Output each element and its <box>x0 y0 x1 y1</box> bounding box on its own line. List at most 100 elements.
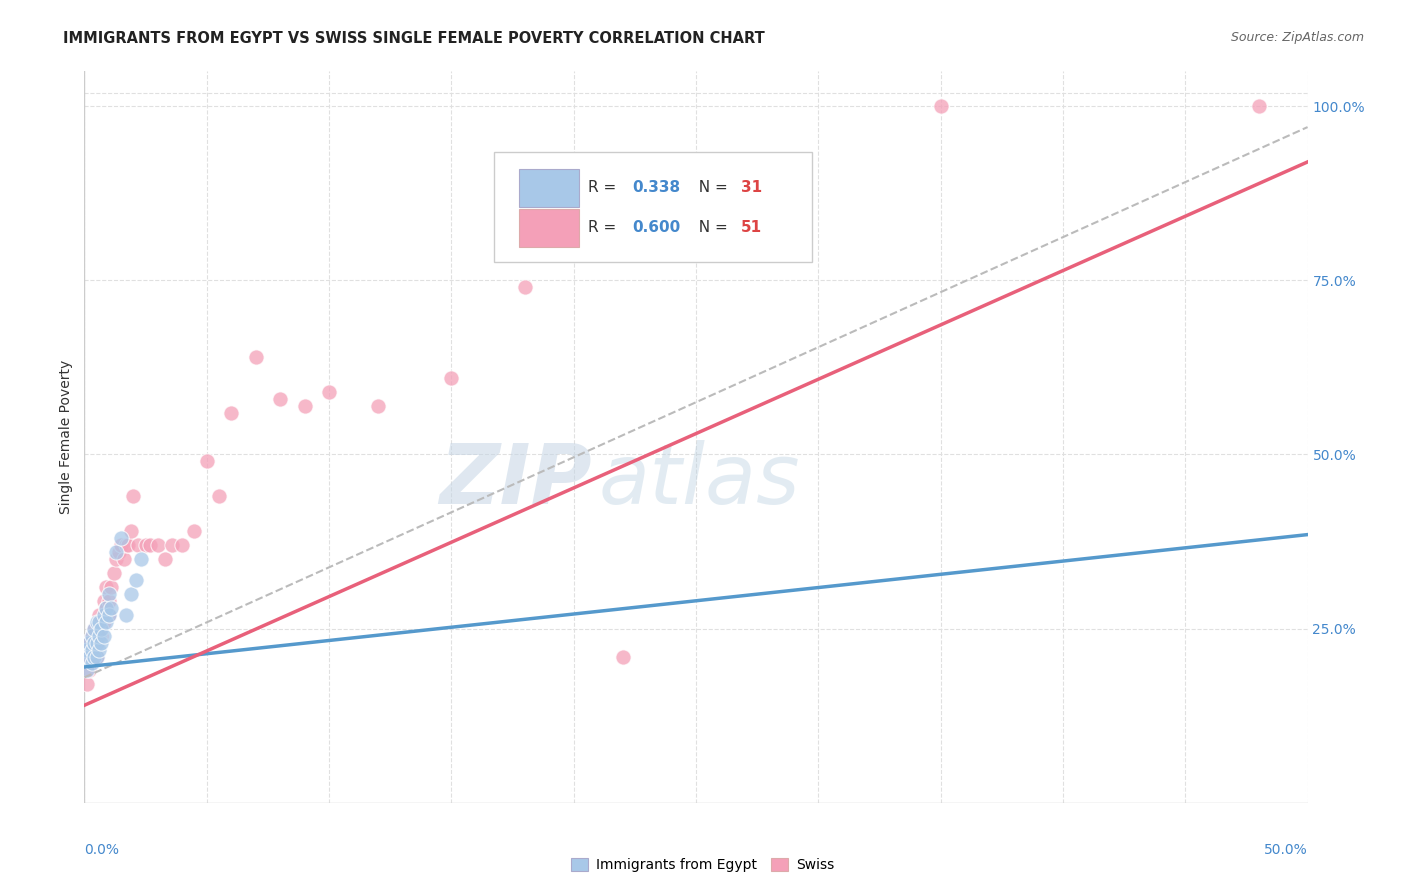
Point <box>120 524 142 538</box>
Point <box>80 657 103 671</box>
Point <box>76 649 98 664</box>
Point <box>153 552 176 566</box>
Point <box>80 629 103 643</box>
Point <box>83 622 105 636</box>
Point <box>77 649 100 664</box>
Point <box>105 545 128 559</box>
Point <box>135 538 157 552</box>
Point <box>162 538 184 552</box>
Point <box>87 607 110 622</box>
Point <box>93 594 115 608</box>
Text: 51: 51 <box>741 220 762 235</box>
FancyBboxPatch shape <box>519 169 578 207</box>
Point <box>77 635 100 649</box>
Text: 0.0%: 0.0% <box>84 843 120 857</box>
Text: R =: R = <box>588 180 621 195</box>
Text: 50.0%: 50.0% <box>1264 843 1308 857</box>
Text: Source: ZipAtlas.com: Source: ZipAtlas.com <box>1230 31 1364 45</box>
Point <box>195 454 218 468</box>
Point <box>97 587 120 601</box>
Point <box>87 622 110 636</box>
Point <box>120 587 142 601</box>
Point <box>93 615 115 629</box>
Point <box>115 607 138 622</box>
Text: R =: R = <box>588 220 621 235</box>
Point <box>100 580 122 594</box>
Point <box>96 600 118 615</box>
Point <box>318 384 340 399</box>
Point <box>93 607 115 622</box>
Point <box>183 524 205 538</box>
Legend: Immigrants from Egypt, Swiss: Immigrants from Egypt, Swiss <box>565 853 841 878</box>
Point <box>117 538 139 552</box>
Point <box>86 635 108 649</box>
Point <box>100 600 122 615</box>
Point <box>103 566 125 580</box>
Text: N =: N = <box>689 180 733 195</box>
Point <box>76 664 98 678</box>
Point <box>80 642 103 657</box>
Point <box>86 615 108 629</box>
Point <box>86 635 108 649</box>
Text: N =: N = <box>689 220 733 235</box>
Point <box>83 635 105 649</box>
Text: 31: 31 <box>741 180 762 195</box>
Point <box>90 622 112 636</box>
Point <box>86 649 108 664</box>
Point <box>367 399 389 413</box>
Point <box>269 392 291 406</box>
Point <box>87 629 110 643</box>
Point <box>97 594 120 608</box>
Point <box>96 580 118 594</box>
Point <box>612 649 634 664</box>
Text: atlas: atlas <box>598 441 800 522</box>
Point <box>77 664 100 678</box>
Point <box>115 538 138 552</box>
Point <box>96 615 118 629</box>
Point <box>97 607 120 622</box>
Point <box>86 649 108 664</box>
Point <box>76 642 98 657</box>
Point <box>513 280 536 294</box>
Point <box>83 622 105 636</box>
Point <box>96 600 118 615</box>
Point <box>107 545 129 559</box>
Point <box>110 531 132 545</box>
Point <box>294 399 316 413</box>
Point <box>112 552 135 566</box>
Point <box>83 649 105 664</box>
Point <box>90 615 112 629</box>
Point <box>139 538 162 552</box>
Text: IMMIGRANTS FROM EGYPT VS SWISS SINGLE FEMALE POVERTY CORRELATION CHART: IMMIGRANTS FROM EGYPT VS SWISS SINGLE FE… <box>63 31 765 46</box>
Point <box>87 642 110 657</box>
Point <box>80 629 103 643</box>
Y-axis label: Single Female Poverty: Single Female Poverty <box>59 360 73 514</box>
Point <box>77 635 100 649</box>
Point <box>90 635 112 649</box>
Point <box>245 350 267 364</box>
Text: 0.338: 0.338 <box>633 180 681 195</box>
Point <box>1247 99 1270 113</box>
Point <box>172 538 194 552</box>
Point <box>105 552 128 566</box>
Point <box>125 573 148 587</box>
Point <box>146 538 169 552</box>
Point <box>127 538 149 552</box>
Text: 0.600: 0.600 <box>633 220 681 235</box>
Point <box>440 371 463 385</box>
Point <box>97 607 120 622</box>
Point <box>87 615 110 629</box>
Point <box>80 649 103 664</box>
Point <box>219 406 242 420</box>
Point <box>208 489 231 503</box>
Point <box>929 99 952 113</box>
FancyBboxPatch shape <box>519 209 578 246</box>
Point <box>83 642 105 657</box>
Point <box>76 677 98 691</box>
FancyBboxPatch shape <box>494 152 813 261</box>
Point <box>90 629 112 643</box>
Point <box>122 489 145 503</box>
Text: ZIP: ZIP <box>439 441 592 522</box>
Point <box>129 552 152 566</box>
Point <box>110 538 132 552</box>
